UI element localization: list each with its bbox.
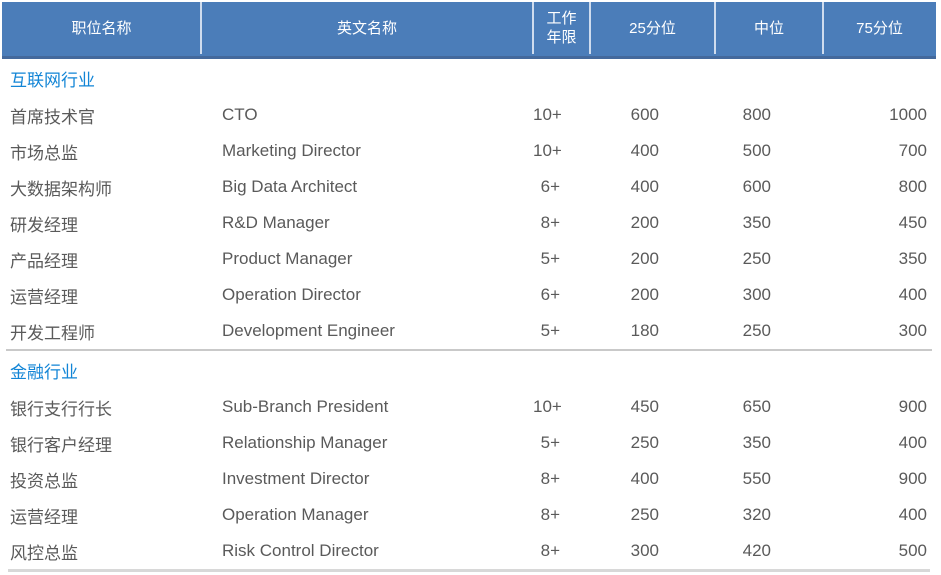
cell-position-name: 投资总监	[10, 471, 78, 491]
cell-percentile-75: 400	[898, 505, 927, 524]
cell-english-name: Risk Control Director	[222, 541, 379, 560]
cell-percentile-25: 200	[630, 213, 659, 232]
table-row: 银行客户经理 Relationship Manager 5+ 250 350 4…	[2, 425, 936, 461]
cell-english-name: Investment Director	[222, 469, 370, 488]
cell-english-name: Sub-Branch President	[222, 397, 389, 416]
column-header-work-years: 工作 年限	[533, 2, 591, 56]
column-header-median: 中位	[715, 2, 824, 56]
cell-median: 420	[742, 541, 771, 560]
cell-percentile-75: 900	[898, 469, 927, 488]
cell-percentile-25: 250	[630, 433, 659, 452]
column-header-position-name: 职位名称	[2, 2, 202, 56]
cell-english-name: Operation Manager	[222, 505, 369, 524]
cell-percentile-75: 400	[898, 433, 927, 452]
cell-percentile-75: 450	[898, 213, 927, 232]
bottom-divider	[8, 569, 930, 572]
cell-position-name: 开发工程师	[10, 323, 95, 343]
cell-median: 300	[742, 285, 771, 304]
cell-work-years: 6+	[540, 285, 560, 304]
cell-percentile-25: 400	[630, 141, 659, 160]
cell-percentile-75: 500	[898, 541, 927, 560]
cell-median: 600	[742, 177, 771, 196]
table-row: 运营经理 Operation Manager 8+ 250 320 400	[2, 497, 936, 533]
column-header-percentile-75: 75分位	[856, 19, 903, 37]
cell-median: 500	[742, 141, 771, 160]
section-divider	[6, 349, 932, 351]
table-row: 市场总监 Marketing Director 10+ 400 500 700	[2, 133, 936, 169]
cell-english-name: Marketing Director	[222, 141, 361, 160]
cell-percentile-25: 400	[630, 177, 659, 196]
cell-english-name: Development Engineer	[222, 321, 395, 340]
cell-position-name: 市场总监	[10, 143, 78, 163]
cell-work-years: 5+	[540, 321, 560, 340]
cell-english-name: CTO	[222, 105, 258, 124]
cell-percentile-75: 400	[898, 285, 927, 304]
cell-median: 320	[742, 505, 771, 524]
cell-percentile-75: 350	[898, 249, 927, 268]
cell-percentile-25: 400	[630, 469, 659, 488]
cell-median: 350	[742, 213, 771, 232]
cell-percentile-25: 180	[630, 321, 659, 340]
cell-percentile-25: 200	[630, 249, 659, 268]
cell-work-years: 5+	[540, 433, 560, 452]
cell-english-name: Relationship Manager	[222, 433, 388, 452]
cell-median: 550	[742, 469, 771, 488]
cell-work-years: 5+	[540, 249, 560, 268]
table-header-row: 职位名称 英文名称 工作 年限 25分位 中位 75分位	[2, 2, 936, 59]
cell-position-name: 产品经理	[10, 251, 78, 271]
table-row: 投资总监 Investment Director 8+ 400 550 900	[2, 461, 936, 497]
cell-percentile-25: 600	[630, 105, 659, 124]
cell-percentile-75: 900	[898, 397, 927, 416]
cell-work-years: 10+	[533, 141, 562, 160]
column-header-percentile-25: 25分位	[590, 2, 716, 56]
cell-english-name: Operation Director	[222, 285, 361, 304]
cell-work-years: 8+	[540, 505, 560, 524]
cell-english-name: Product Manager	[222, 249, 353, 268]
cell-position-name: 运营经理	[10, 507, 78, 527]
table-body: 互联网行业 首席技术官 CTO 10+ 600 800 1000 市场总监 Ma…	[2, 59, 936, 569]
cell-percentile-25: 200	[630, 285, 659, 304]
cell-work-years: 10+	[533, 397, 562, 416]
cell-median: 250	[742, 249, 771, 268]
cell-position-name: 银行客户经理	[10, 435, 112, 455]
cell-english-name: Big Data Architect	[222, 177, 358, 196]
cell-work-years: 6+	[540, 177, 560, 196]
cell-work-years: 8+	[540, 541, 560, 560]
table-row: 风控总监 Risk Control Director 8+ 300 420 50…	[2, 533, 936, 569]
cell-percentile-25: 250	[630, 505, 659, 524]
cell-median: 350	[742, 433, 771, 452]
cell-work-years: 10+	[533, 105, 562, 124]
cell-percentile-25: 300	[630, 541, 659, 560]
table-row: 开发工程师 Development Engineer 5+ 180 250 30…	[2, 313, 936, 349]
cell-median: 250	[742, 321, 771, 340]
cell-position-name: 风控总监	[10, 543, 78, 563]
section-title: 互联网行业	[10, 70, 95, 90]
cell-position-name: 首席技术官	[10, 107, 95, 127]
cell-percentile-75: 1000	[889, 105, 927, 124]
table-row: 首席技术官 CTO 10+ 600 800 1000	[2, 97, 936, 133]
cell-position-name: 研发经理	[10, 215, 78, 235]
cell-position-name: 运营经理	[10, 287, 78, 307]
cell-median: 650	[742, 397, 771, 416]
cell-percentile-75: 300	[898, 321, 927, 340]
table-row: 研发经理 R&D Manager 8+ 200 350 450	[2, 205, 936, 241]
cell-work-years: 8+	[540, 213, 560, 232]
section-title: 金融行业	[10, 362, 78, 382]
cell-work-years: 8+	[540, 469, 560, 488]
cell-percentile-75: 800	[898, 177, 927, 196]
cell-english-name: R&D Manager	[222, 213, 330, 232]
table-row: 运营经理 Operation Director 6+ 200 300 400	[2, 277, 936, 313]
table-row: 产品经理 Product Manager 5+ 200 250 350	[2, 241, 936, 277]
table-row: 大数据架构师 Big Data Architect 6+ 400 600 800	[2, 169, 936, 205]
cell-percentile-25: 450	[630, 397, 659, 416]
column-header-english-name: 英文名称	[201, 2, 534, 56]
cell-median: 800	[742, 105, 771, 124]
cell-position-name: 银行支行行长	[10, 399, 112, 419]
cell-position-name: 大数据架构师	[10, 179, 112, 199]
cell-percentile-75: 700	[898, 141, 927, 160]
table-row: 银行支行行长 Sub-Branch President 10+ 450 650 …	[2, 389, 936, 425]
